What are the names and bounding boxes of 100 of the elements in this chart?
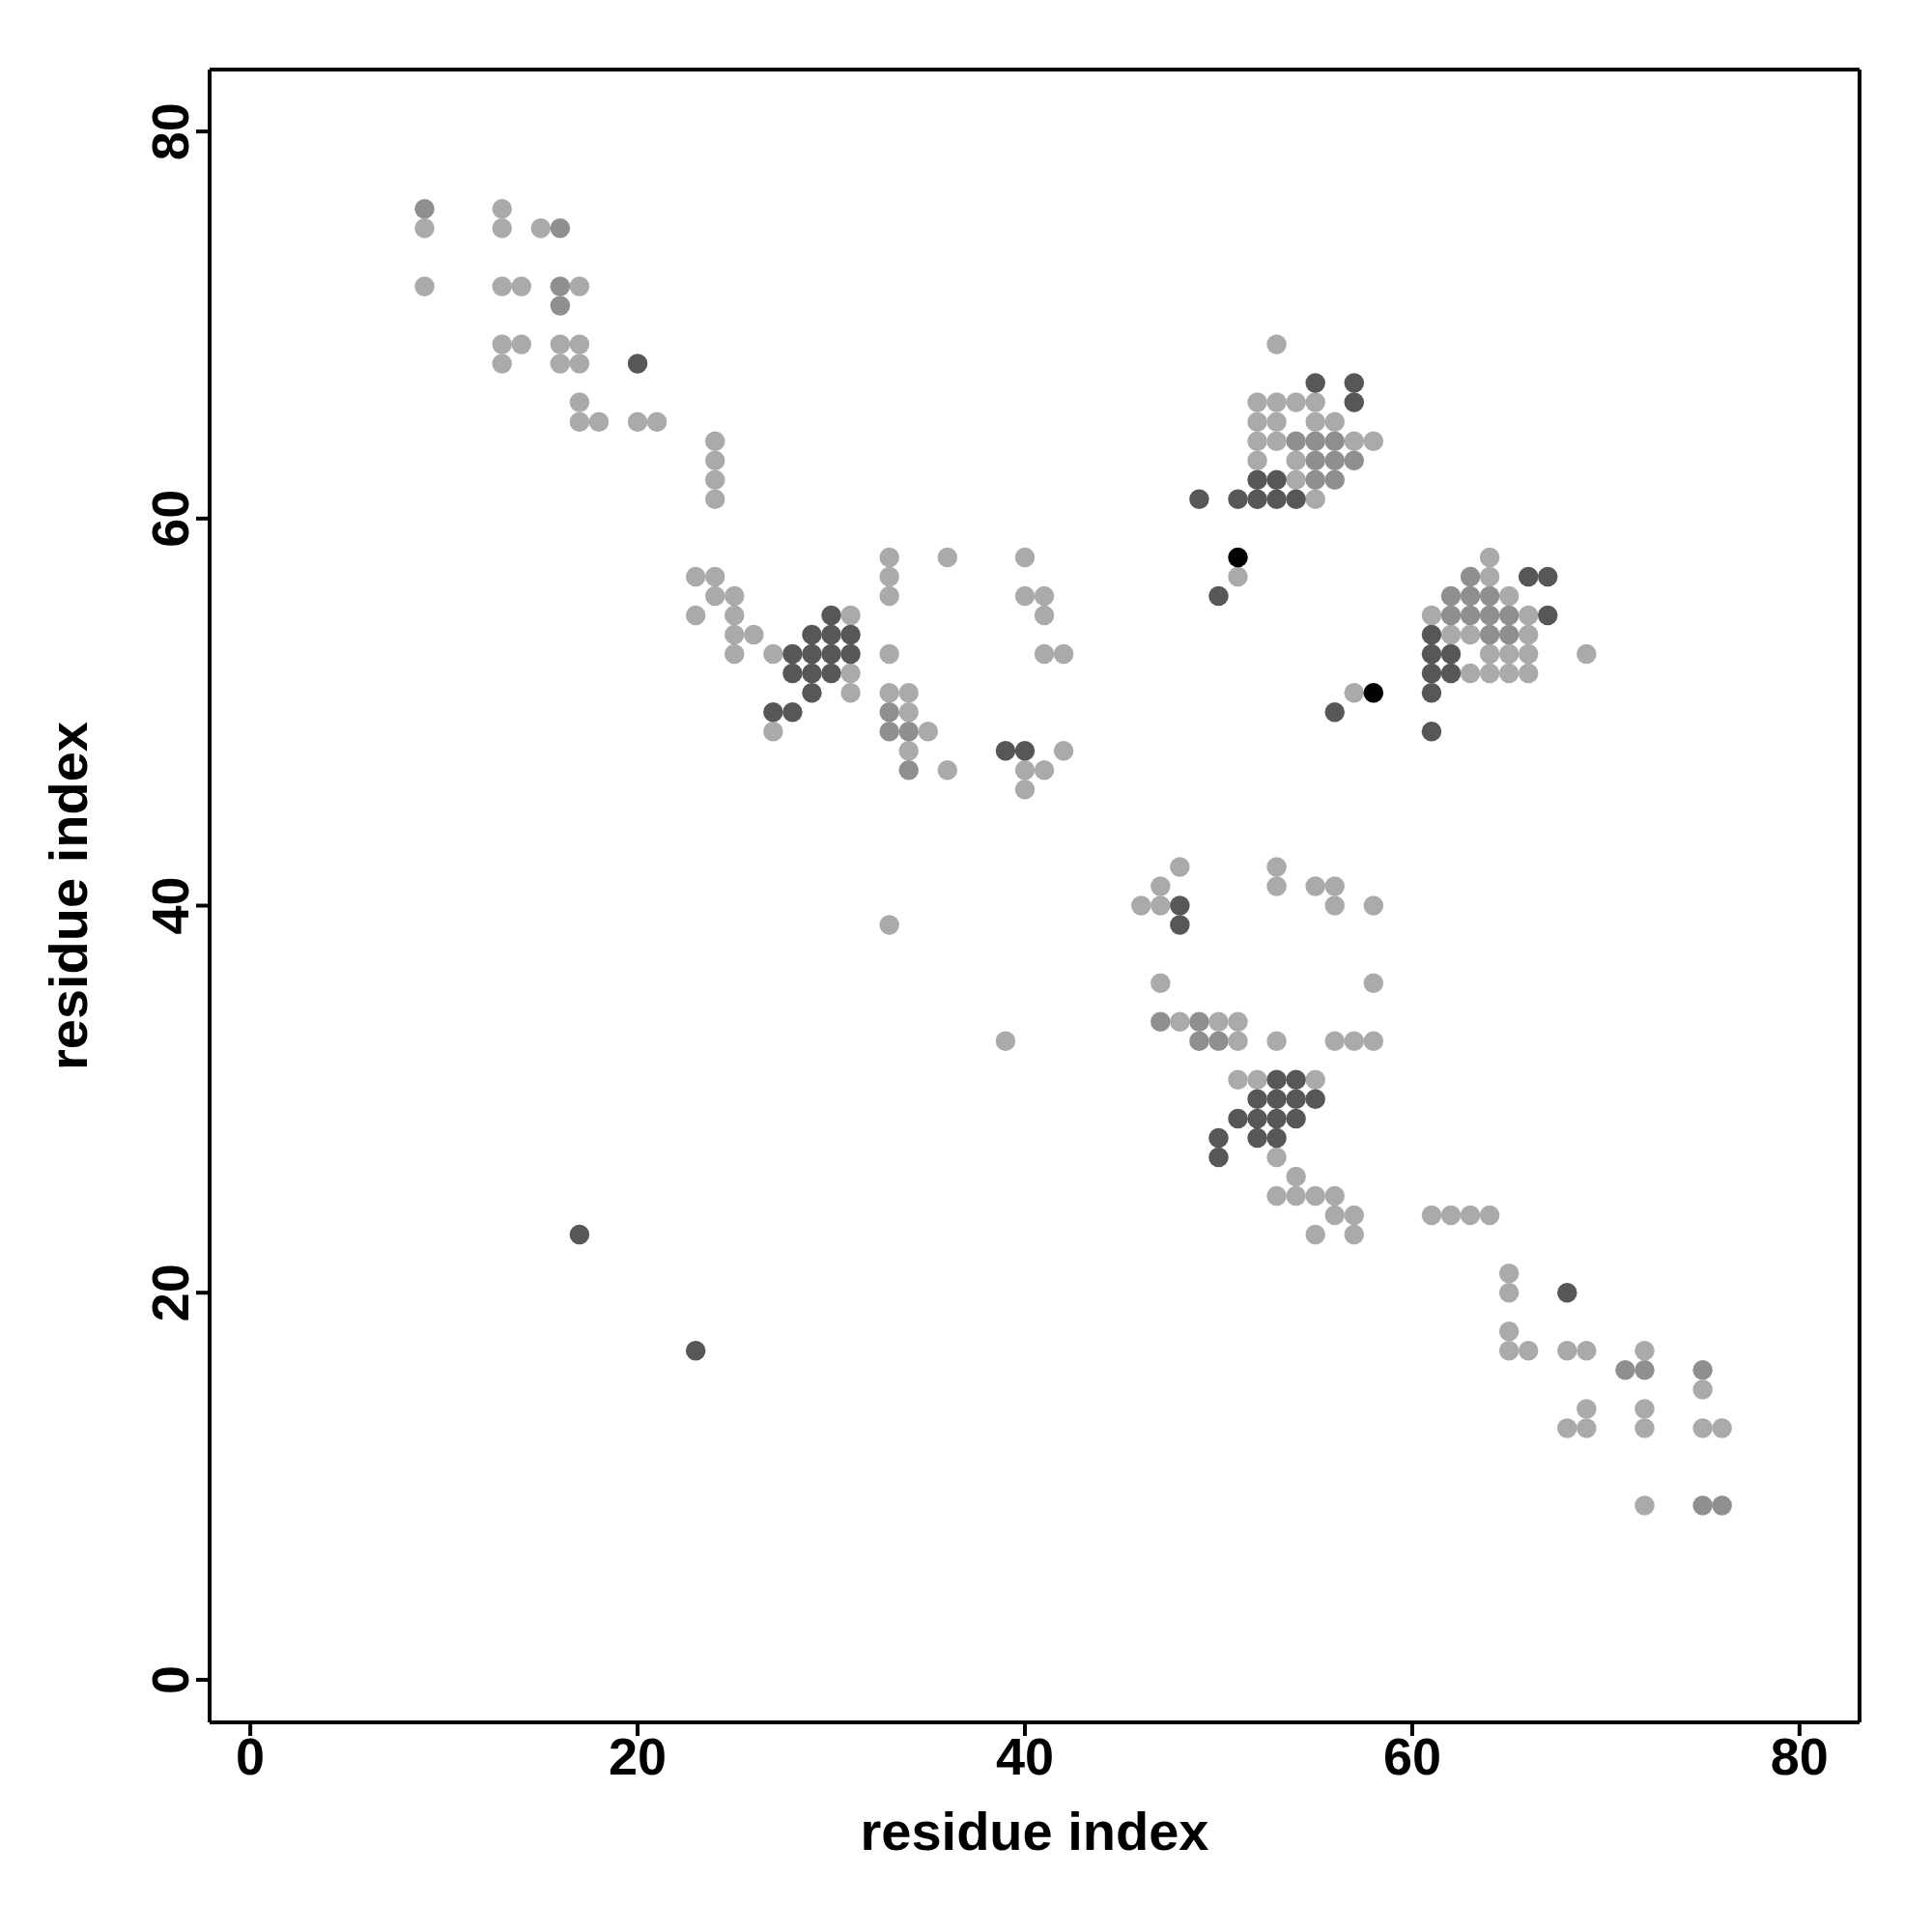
point: [1247, 1108, 1267, 1129]
point: [1208, 1127, 1229, 1149]
point: [1170, 895, 1190, 916]
point: [1170, 915, 1190, 935]
point: [821, 663, 841, 684]
point: [1479, 605, 1500, 626]
point: [1692, 1360, 1713, 1380]
point: [1286, 489, 1306, 510]
point: [1208, 585, 1229, 607]
point: [840, 624, 861, 645]
point: [550, 218, 571, 239]
point: [1305, 469, 1325, 490]
point: [1208, 1147, 1229, 1168]
point: [1324, 469, 1345, 490]
point: [782, 701, 803, 723]
y-tick-label: 60: [141, 489, 199, 548]
point: [1615, 1360, 1635, 1380]
point: [1266, 1069, 1287, 1091]
point: [995, 741, 1016, 761]
point: [1247, 469, 1267, 490]
point: [802, 643, 822, 665]
point: [1498, 624, 1520, 645]
x-axis-title: residue index: [860, 1801, 1209, 1861]
point: [1634, 1360, 1655, 1380]
point: [1440, 605, 1462, 626]
point: [1518, 566, 1539, 587]
point: [1363, 682, 1384, 703]
point: [1440, 663, 1462, 684]
point: [1344, 373, 1365, 393]
point: [1421, 643, 1442, 665]
point: [898, 721, 919, 742]
point: [1305, 450, 1325, 470]
point: [1286, 1069, 1306, 1091]
point: [1305, 373, 1325, 393]
y-axis-title: residue index: [37, 721, 99, 1071]
point: [550, 276, 571, 297]
point: [1286, 1089, 1306, 1110]
point: [1247, 1127, 1267, 1149]
point: [1266, 469, 1287, 490]
point: [1538, 566, 1558, 587]
point: [1421, 663, 1442, 684]
point: [1286, 1108, 1306, 1129]
point: [1228, 547, 1248, 568]
point: [1228, 1108, 1248, 1129]
y-tick-label: 80: [141, 102, 199, 161]
point: [763, 701, 783, 723]
point: [879, 721, 899, 742]
point: [802, 682, 822, 703]
point: [1208, 1031, 1229, 1051]
point: [550, 296, 571, 316]
point: [1266, 489, 1287, 510]
point: [1228, 489, 1248, 510]
point: [1324, 431, 1345, 451]
point: [569, 1224, 590, 1245]
point: [1014, 741, 1036, 761]
point: [1421, 682, 1442, 703]
point: [1692, 1495, 1713, 1516]
point: [1557, 1282, 1577, 1303]
point: [1479, 585, 1500, 607]
point: [879, 701, 899, 723]
point: [1189, 1011, 1209, 1032]
point: [1266, 1108, 1287, 1129]
point: [898, 760, 919, 781]
point: [1460, 605, 1481, 626]
point: [1305, 431, 1325, 451]
x-tick-label: 60: [1382, 1727, 1441, 1786]
point: [840, 643, 861, 665]
y-tick-label: 20: [141, 1264, 199, 1322]
point: [802, 624, 822, 645]
point: [821, 643, 841, 665]
point: [1712, 1495, 1732, 1516]
point: [414, 199, 435, 219]
point: [1189, 489, 1209, 510]
point: [1344, 392, 1365, 412]
point: [1324, 450, 1345, 470]
point: [627, 354, 648, 374]
point: [821, 624, 841, 645]
point: [1189, 1031, 1209, 1051]
x-tick-label: 20: [609, 1727, 668, 1786]
point: [1460, 585, 1481, 607]
x-tick-label: 80: [1770, 1727, 1829, 1786]
point: [1305, 1089, 1325, 1110]
point: [685, 1341, 706, 1361]
point: [1286, 431, 1306, 451]
point: [1460, 566, 1481, 587]
point: [1421, 721, 1442, 742]
x-tick-label: 0: [236, 1727, 266, 1786]
point: [1247, 1089, 1267, 1110]
point: [1324, 701, 1345, 723]
point: [782, 663, 803, 684]
point: [1247, 489, 1267, 510]
point: [1151, 1011, 1171, 1032]
x-tick-label: 40: [995, 1727, 1055, 1786]
y-tick-label: 40: [141, 876, 199, 935]
point: [1479, 624, 1500, 645]
point: [1421, 624, 1442, 645]
point: [1538, 605, 1558, 626]
point: [1266, 1127, 1287, 1149]
point: [1266, 1089, 1287, 1110]
point: [802, 663, 822, 684]
